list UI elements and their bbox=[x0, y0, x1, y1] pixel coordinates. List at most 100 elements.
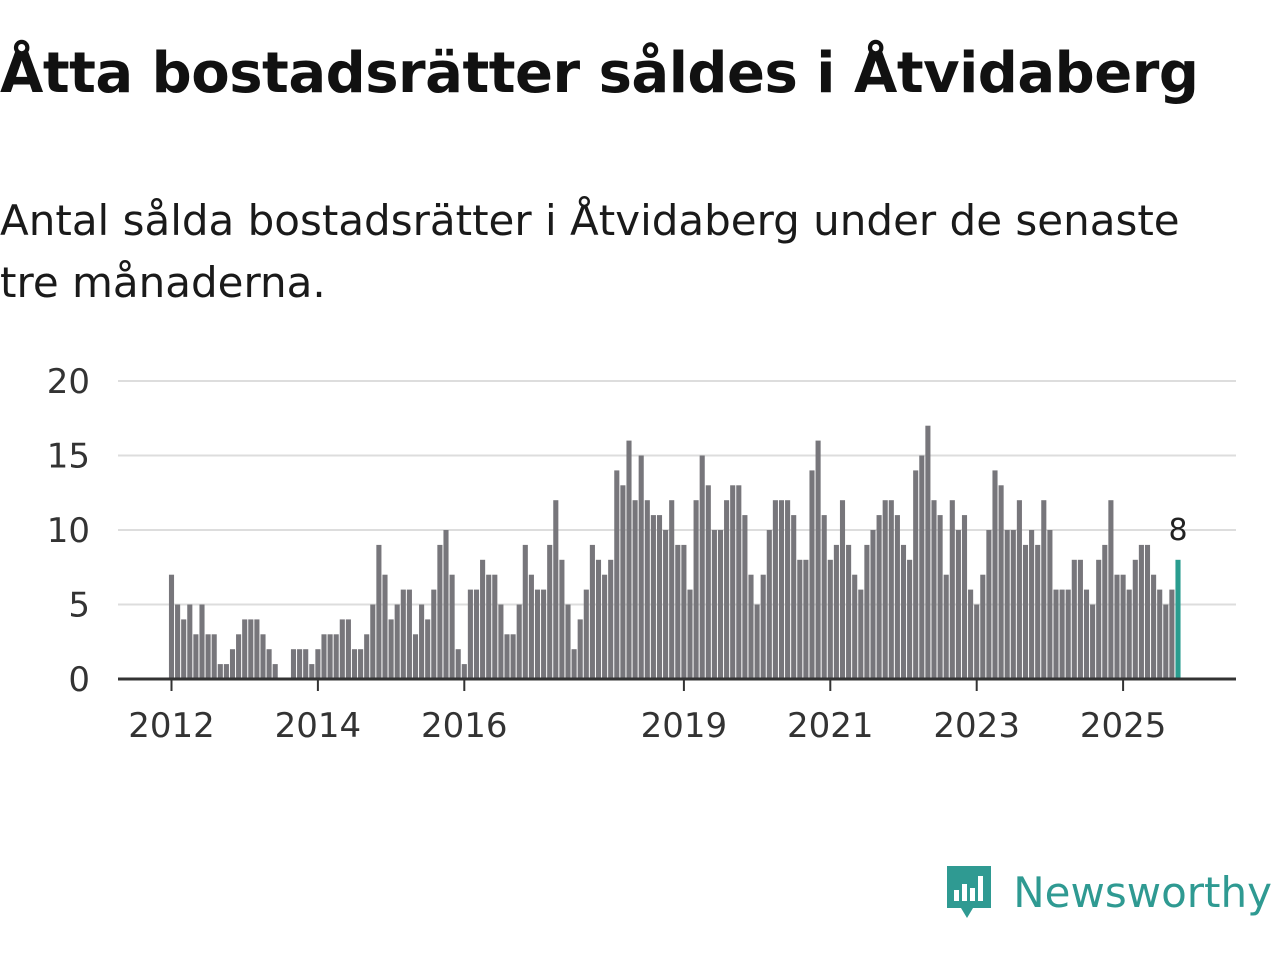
bar bbox=[534, 589, 541, 679]
bar bbox=[522, 544, 528, 679]
bar bbox=[888, 500, 894, 679]
bar bbox=[175, 604, 181, 679]
bar bbox=[986, 530, 992, 679]
bar bbox=[266, 649, 272, 679]
bar bbox=[608, 559, 614, 679]
bar bbox=[297, 649, 303, 679]
bar bbox=[455, 649, 461, 679]
bar bbox=[1053, 589, 1059, 679]
bar bbox=[846, 544, 852, 679]
bar bbox=[571, 649, 577, 679]
bar bbox=[394, 604, 400, 679]
bar bbox=[943, 574, 949, 679]
bar bbox=[858, 589, 864, 679]
bar bbox=[937, 515, 943, 679]
chart-subtitle: Antal sålda bostadsrätter i Åtvidaberg u… bbox=[0, 196, 1180, 307]
bar bbox=[602, 574, 608, 679]
bar bbox=[803, 559, 809, 679]
brand-name: Newsworthy bbox=[1013, 867, 1272, 917]
bar bbox=[229, 649, 236, 679]
x-tick-label: 2025 bbox=[1080, 706, 1167, 746]
x-tick-label: 2019 bbox=[641, 706, 728, 746]
bar bbox=[656, 515, 663, 679]
bar bbox=[833, 544, 839, 679]
bar bbox=[541, 589, 547, 679]
bar bbox=[1071, 559, 1077, 679]
bar bbox=[400, 589, 406, 679]
bar bbox=[717, 530, 724, 679]
bar bbox=[1065, 589, 1071, 679]
bar bbox=[815, 440, 821, 679]
bar bbox=[638, 455, 644, 679]
bar bbox=[528, 574, 534, 679]
bar bbox=[839, 500, 846, 679]
bar bbox=[870, 530, 876, 679]
bar bbox=[382, 574, 388, 679]
bar bbox=[1114, 574, 1120, 679]
bar bbox=[1077, 559, 1083, 679]
bar bbox=[778, 500, 785, 679]
bar bbox=[333, 634, 339, 679]
bar bbox=[449, 574, 455, 679]
bar bbox=[187, 604, 193, 679]
bar bbox=[467, 589, 473, 679]
bar bbox=[785, 500, 791, 679]
bar bbox=[516, 604, 522, 679]
bar bbox=[1090, 604, 1096, 679]
bar bbox=[223, 664, 229, 679]
bar bbox=[437, 544, 443, 679]
bar bbox=[559, 559, 565, 679]
bar bbox=[626, 440, 632, 679]
bar bbox=[1163, 604, 1169, 679]
y-tick-label: 20 bbox=[47, 362, 90, 402]
bar bbox=[480, 559, 486, 679]
bar bbox=[687, 589, 693, 679]
bar bbox=[193, 634, 199, 679]
y-tick-label: 0 bbox=[68, 660, 90, 700]
bar bbox=[498, 604, 504, 679]
bar bbox=[589, 544, 595, 679]
bar bbox=[1004, 530, 1010, 679]
bar bbox=[766, 530, 772, 679]
bar bbox=[797, 559, 803, 679]
bar bbox=[1010, 530, 1016, 679]
bar bbox=[1102, 544, 1108, 679]
y-tick-label: 5 bbox=[68, 586, 90, 626]
bar bbox=[205, 634, 211, 679]
bar bbox=[1157, 589, 1163, 679]
bar bbox=[809, 470, 815, 679]
bar bbox=[1016, 500, 1022, 679]
bar bbox=[315, 649, 321, 679]
bar bbox=[931, 500, 937, 679]
brand-logo: Newsworthy bbox=[943, 862, 1272, 922]
bar bbox=[955, 530, 961, 679]
bar bbox=[760, 574, 766, 679]
bar bbox=[412, 634, 419, 679]
bar bbox=[1047, 530, 1053, 679]
bar bbox=[632, 500, 638, 679]
bar bbox=[992, 470, 998, 679]
x-tick-label: 2014 bbox=[275, 706, 362, 746]
bar bbox=[236, 634, 242, 679]
bar bbox=[254, 619, 260, 679]
bar bbox=[1083, 589, 1090, 679]
bar bbox=[303, 649, 309, 679]
bar bbox=[1029, 530, 1035, 679]
bar bbox=[772, 500, 778, 679]
bar bbox=[577, 619, 583, 679]
bar bbox=[1022, 544, 1029, 679]
bar bbox=[583, 589, 589, 679]
bar bbox=[620, 485, 626, 679]
bar bbox=[370, 604, 376, 679]
bar bbox=[974, 604, 980, 679]
bar bbox=[272, 664, 278, 679]
bar bbox=[1169, 589, 1175, 679]
bar bbox=[650, 515, 656, 679]
bar bbox=[358, 649, 364, 679]
bar bbox=[724, 500, 730, 679]
bar bbox=[1059, 589, 1065, 679]
bars bbox=[168, 425, 1181, 679]
bar bbox=[547, 544, 553, 679]
newsworthy-logo-icon bbox=[947, 866, 992, 918]
